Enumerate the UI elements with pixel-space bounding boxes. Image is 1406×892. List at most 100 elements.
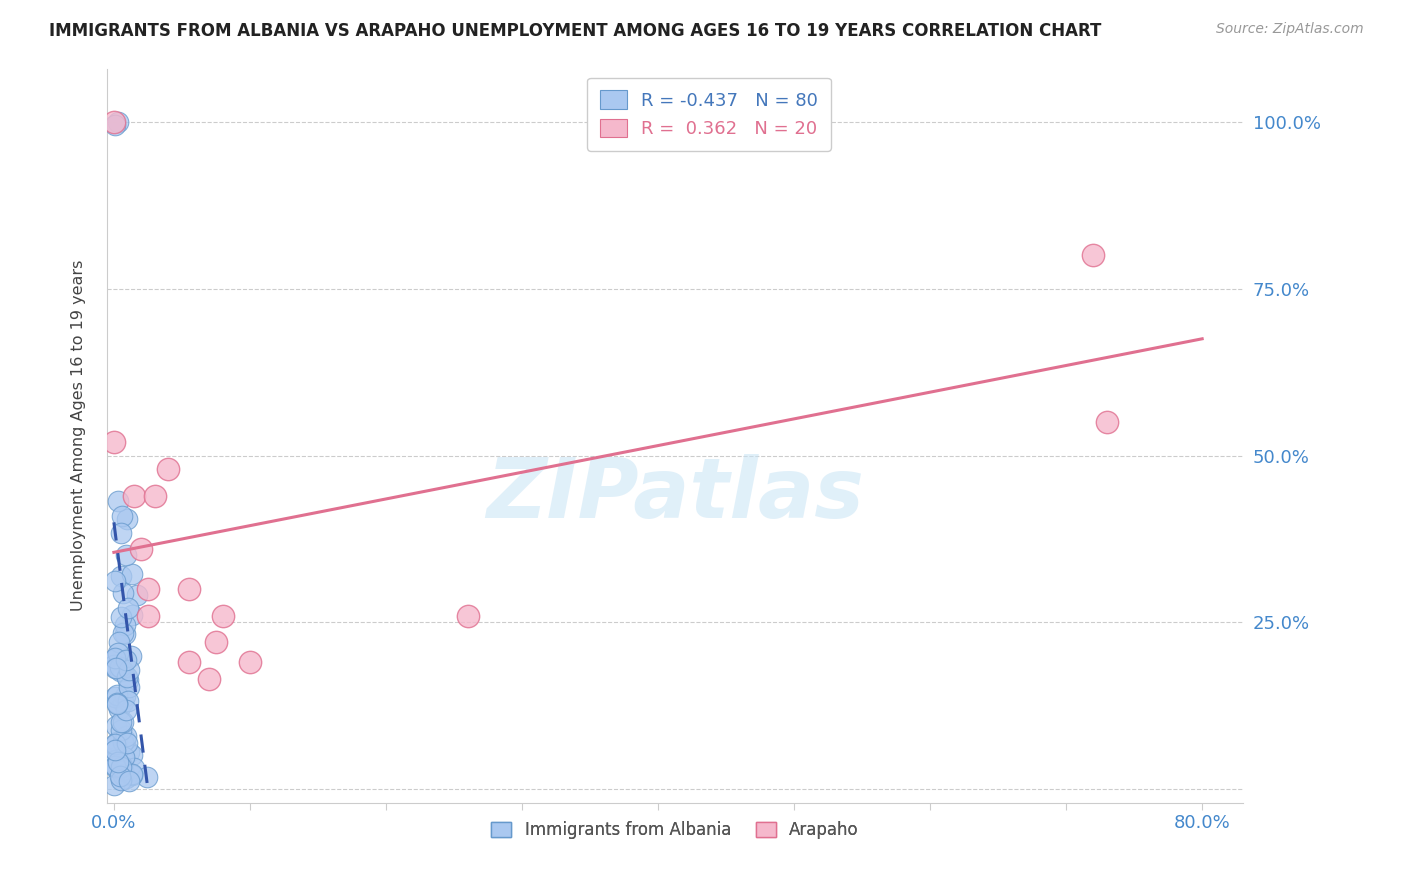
Point <box>110 568 132 582</box>
Point <box>111 714 134 729</box>
Point <box>104 661 127 675</box>
Point <box>104 652 127 666</box>
Point <box>120 649 142 664</box>
Point <box>112 664 135 678</box>
Point <box>118 680 141 694</box>
Point <box>104 690 127 704</box>
Point <box>108 659 131 673</box>
Point <box>115 703 138 717</box>
Point <box>103 657 125 672</box>
Point <box>115 652 138 666</box>
Point <box>111 752 134 766</box>
Point <box>118 745 141 759</box>
Point <box>110 715 132 730</box>
Point <box>239 656 262 670</box>
Point <box>117 600 139 615</box>
Point <box>111 695 134 709</box>
Point <box>108 665 131 679</box>
Point <box>121 748 143 763</box>
Point <box>105 697 128 711</box>
Point <box>111 758 134 772</box>
Text: ZIPatlas: ZIPatlas <box>486 454 863 535</box>
Point <box>143 489 166 503</box>
Point <box>110 525 132 540</box>
Point <box>103 574 125 589</box>
Point <box>114 689 136 703</box>
Point <box>110 773 132 788</box>
Point <box>457 608 479 623</box>
Point <box>136 608 159 623</box>
Text: IMMIGRANTS FROM ALBANIA VS ARAPAHO UNEMPLOYMENT AMONG AGES 16 TO 19 YEARS CORREL: IMMIGRANTS FROM ALBANIA VS ARAPAHO UNEMP… <box>49 22 1101 40</box>
Point <box>117 694 139 708</box>
Point <box>105 696 128 710</box>
Point <box>121 768 143 782</box>
Point <box>112 626 135 640</box>
Point <box>107 689 129 703</box>
Point <box>136 582 159 596</box>
Legend: Immigrants from Albania, Arapaho: Immigrants from Albania, Arapaho <box>485 814 866 846</box>
Text: Source: ZipAtlas.com: Source: ZipAtlas.com <box>1216 22 1364 37</box>
Point <box>124 489 146 503</box>
Point <box>110 769 132 783</box>
Point <box>110 610 132 624</box>
Point <box>105 749 128 764</box>
Point <box>104 753 127 767</box>
Point <box>103 115 125 129</box>
Point <box>104 737 127 751</box>
Point <box>104 742 127 756</box>
Point <box>1095 415 1118 429</box>
Point <box>205 635 228 649</box>
Point <box>211 608 233 623</box>
Point <box>111 763 134 777</box>
Point <box>105 735 128 749</box>
Point <box>125 588 148 602</box>
Point <box>105 737 128 751</box>
Point <box>114 627 136 641</box>
Y-axis label: Unemployment Among Ages 16 to 19 years: Unemployment Among Ages 16 to 19 years <box>72 260 86 611</box>
Point <box>103 778 125 792</box>
Point <box>115 729 138 743</box>
Point <box>177 582 200 596</box>
Point <box>108 635 131 649</box>
Point <box>121 766 143 780</box>
Point <box>104 759 127 773</box>
Point <box>107 115 129 129</box>
Point <box>110 723 132 737</box>
Point <box>124 761 146 775</box>
Point <box>107 756 129 770</box>
Point <box>115 670 138 684</box>
Point <box>104 651 127 665</box>
Point <box>104 661 127 675</box>
Point <box>104 759 127 773</box>
Point <box>107 494 129 508</box>
Point <box>114 618 136 632</box>
Point <box>129 541 152 556</box>
Point <box>118 663 141 677</box>
Point <box>110 760 132 774</box>
Point <box>111 586 134 600</box>
Point <box>111 509 134 524</box>
Point <box>1083 248 1105 262</box>
Point <box>114 732 136 747</box>
Point <box>157 462 180 476</box>
Point <box>118 774 141 789</box>
Point <box>121 566 143 581</box>
Point <box>104 118 127 132</box>
Point <box>111 663 134 677</box>
Point <box>108 702 131 716</box>
Point <box>177 656 200 670</box>
Point <box>112 735 135 749</box>
Point <box>198 672 221 686</box>
Point <box>112 750 135 764</box>
Point <box>117 673 139 687</box>
Point <box>107 742 129 756</box>
Point <box>103 760 125 774</box>
Point <box>115 548 138 562</box>
Point <box>112 768 135 782</box>
Point <box>115 736 138 750</box>
Point <box>115 771 138 785</box>
Point <box>105 719 128 733</box>
Point <box>115 512 138 526</box>
Point <box>103 435 125 450</box>
Point <box>121 607 143 622</box>
